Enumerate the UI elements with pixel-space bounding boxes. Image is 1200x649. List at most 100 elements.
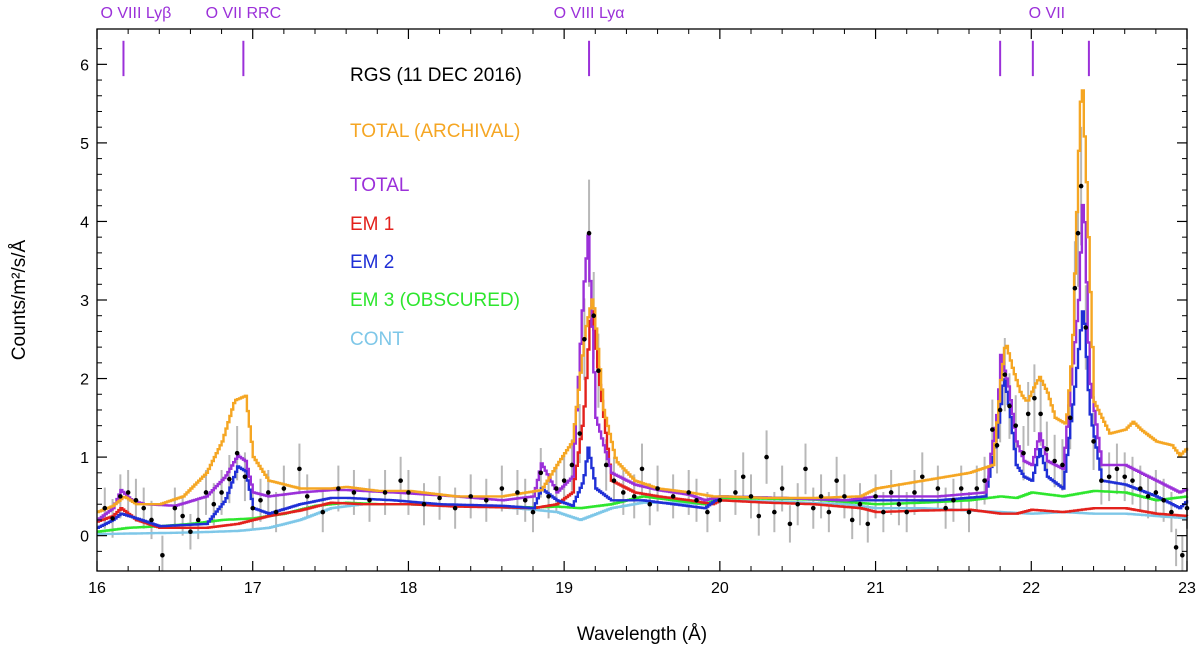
data-point <box>336 486 341 491</box>
y-tick-label: 0 <box>80 529 89 546</box>
data-point <box>958 486 964 491</box>
legend-entry: TOTAL <box>350 175 409 196</box>
series-line-3 <box>97 310 1189 529</box>
data-point <box>943 505 948 511</box>
x-tick-label: 17 <box>244 580 262 597</box>
line-labels: O VIII Lyβ O VII RRC O VIII Lyα O VII <box>100 5 1090 77</box>
data-point <box>1099 478 1104 483</box>
data-point <box>857 501 863 507</box>
y-axis-ticks: 0 1 2 3 4 5 6 <box>80 48 1187 552</box>
data-point <box>826 509 832 515</box>
data-point <box>694 498 699 503</box>
data-point <box>530 509 536 515</box>
data-point <box>842 494 847 499</box>
data-point <box>1072 285 1078 291</box>
data-point <box>437 495 442 501</box>
x-tick-label: 20 <box>711 580 729 597</box>
data-point <box>180 513 185 519</box>
data-point <box>865 521 871 527</box>
data-point <box>1130 478 1135 483</box>
data-point <box>990 427 995 432</box>
model-series <box>97 89 1189 536</box>
data-point <box>966 509 972 515</box>
x-axis-title: Wavelength (Å) <box>577 624 707 645</box>
data-point <box>591 313 597 319</box>
data-point <box>686 490 692 495</box>
data-point <box>994 443 1000 448</box>
line-label: O VII RRC <box>206 5 282 22</box>
data-point <box>896 501 902 507</box>
x-tick-label: 22 <box>1022 580 1040 597</box>
data-point <box>522 498 528 503</box>
data-point <box>764 454 769 460</box>
data-point <box>258 498 263 503</box>
data-point <box>227 476 232 482</box>
data-point <box>919 474 925 480</box>
data-point <box>1161 498 1166 503</box>
data-point <box>1114 466 1120 472</box>
data-point <box>421 501 427 507</box>
data-point <box>102 505 108 511</box>
data-point <box>974 486 980 491</box>
data-point <box>1060 462 1065 468</box>
legend-entry: EM 1 <box>350 214 394 235</box>
data-point <box>1025 411 1031 417</box>
data-point <box>569 462 575 468</box>
x-tick-label: 23 <box>1178 580 1196 597</box>
series-line-2 <box>97 310 1189 529</box>
data-point <box>281 486 287 491</box>
data-point <box>881 509 886 515</box>
data-point <box>1013 423 1019 428</box>
data-point <box>1032 395 1037 401</box>
data-point <box>705 509 710 515</box>
data-point <box>1091 439 1096 444</box>
data-point <box>118 494 123 499</box>
data-point <box>538 470 544 476</box>
y-tick-label: 5 <box>80 136 89 153</box>
y-tick-label: 6 <box>80 57 89 74</box>
data-point <box>1145 494 1151 499</box>
data-point <box>586 230 592 236</box>
data-point <box>582 336 587 342</box>
data-point <box>219 490 224 495</box>
data-point <box>982 478 987 483</box>
data-point <box>250 505 256 511</box>
data-point <box>912 490 917 495</box>
data-point <box>499 486 505 491</box>
data-point <box>748 494 754 499</box>
data-point <box>997 407 1003 413</box>
data-point <box>468 494 474 499</box>
x-tick-label: 16 <box>88 580 106 597</box>
data-point <box>1169 509 1174 515</box>
legend-entry: EM 3 (OBSCURED) <box>350 290 520 311</box>
legend: TOTAL (ARCHIVAL) TOTAL EM 1 EM 2 EM 3 (OBSCU… <box>350 121 520 350</box>
data-point <box>141 505 147 511</box>
data-point <box>242 474 248 480</box>
data-point <box>621 490 626 495</box>
data-point <box>756 513 762 519</box>
data-point <box>1173 545 1179 550</box>
error-bars <box>103 126 1188 571</box>
x-axis-ticks: 16 17 18 19 20 21 22 23 <box>88 29 1196 597</box>
data-point <box>273 509 279 515</box>
data-point <box>670 494 676 499</box>
series-line-0 <box>97 89 1189 514</box>
data-point <box>1052 458 1057 464</box>
x-tick-label: 21 <box>867 580 885 597</box>
data-point <box>203 490 209 495</box>
data-point <box>265 490 271 495</box>
data-point <box>577 431 583 436</box>
data-point <box>1078 183 1084 189</box>
y-axis-title: Counts/m²/s/Å <box>9 239 30 360</box>
data-point <box>873 494 878 499</box>
data-point <box>810 505 816 511</box>
line-label: O VII <box>1029 5 1065 22</box>
data-point <box>1153 490 1159 495</box>
data-point <box>160 552 165 558</box>
line-label: O VIII Lyβ <box>100 5 171 22</box>
data-point <box>1044 446 1050 452</box>
data-point <box>297 466 302 472</box>
data-point <box>803 466 808 472</box>
data-point <box>172 505 178 511</box>
